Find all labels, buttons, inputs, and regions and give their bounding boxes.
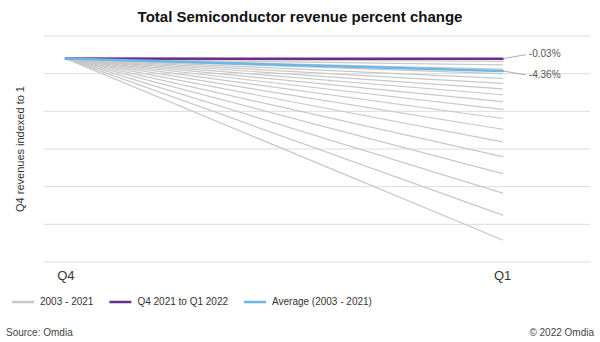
series-line — [66, 59, 503, 110]
series-line — [66, 59, 503, 193]
grid-line — [44, 111, 590, 112]
annotation: -0.03% — [529, 48, 561, 59]
annotation-leader — [503, 71, 526, 75]
series-line — [66, 59, 503, 142]
annotation: -4.36% — [529, 69, 561, 80]
title: Total Semiconductor revenue percent chan… — [138, 8, 463, 25]
legend-entry: Average (2003 - 2021) — [272, 296, 372, 307]
legend-entry: 2003 - 2021 — [40, 296, 94, 307]
series-line — [66, 59, 503, 157]
legend-swatch — [12, 301, 34, 304]
legend-entry: Q4 2021 to Q1 2022 — [137, 296, 228, 307]
series-line — [66, 59, 503, 71]
chart: Total Semiconductor revenue percent chan… — [0, 0, 600, 342]
grid-line — [44, 262, 590, 263]
legend-swatch — [244, 301, 266, 304]
series-line — [66, 59, 503, 130]
series-line — [66, 59, 503, 240]
y-axis-label: Q4 revenues indexed to 1 — [14, 86, 26, 212]
grid-line — [44, 186, 590, 187]
series-line — [66, 59, 503, 216]
annotation-leader — [503, 55, 526, 59]
series-line — [66, 59, 503, 102]
grid-line — [44, 224, 590, 225]
plot-area — [66, 59, 503, 240]
series-line — [66, 59, 503, 174]
x-tick-label: Q4 — [57, 268, 74, 283]
legend-swatch — [109, 301, 131, 304]
series-line — [66, 59, 503, 119]
series-line — [66, 59, 503, 95]
source: Source: Omdia — [6, 327, 73, 338]
grid-line — [44, 36, 590, 37]
copyright: © 2022 Omdia — [529, 327, 594, 338]
x-tick-label: Q1 — [494, 268, 511, 283]
